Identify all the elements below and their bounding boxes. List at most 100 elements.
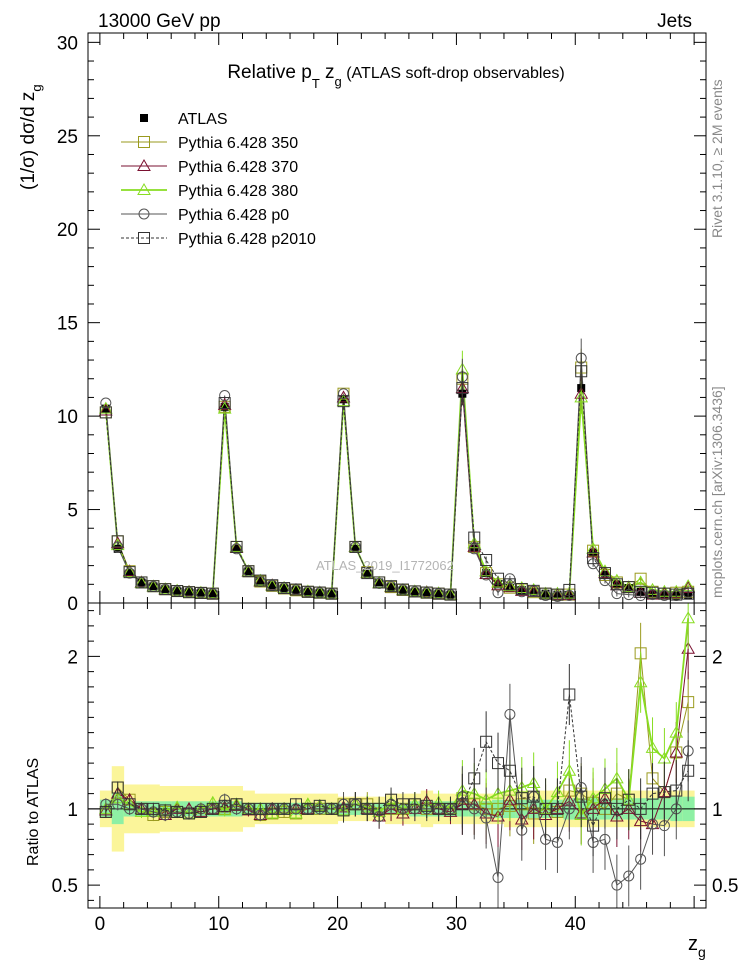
data-point — [208, 589, 217, 598]
ratio-y-tick-label: 1 — [67, 800, 78, 821]
data-point — [303, 587, 312, 596]
mc-point — [159, 583, 172, 596]
ratio-point — [112, 798, 124, 810]
y-tick-label: 25 — [57, 127, 78, 148]
mc-point — [241, 564, 256, 577]
ratio-point — [611, 879, 623, 891]
ratio-point — [432, 802, 445, 815]
ratio-point — [515, 792, 528, 805]
x-tick-label: 40 — [565, 914, 586, 935]
ratio-point — [623, 870, 635, 882]
data-point — [315, 588, 324, 597]
mc-point — [431, 586, 446, 599]
data-point — [256, 576, 265, 585]
ratio-point — [135, 802, 148, 815]
ratio-plot-frame — [87, 602, 707, 909]
rivet-label: Rivet 3.1.10, ≥ 2M events — [709, 79, 725, 238]
ratio-point — [111, 781, 124, 794]
mc-point — [479, 567, 493, 580]
data-point — [268, 581, 277, 590]
mc-point — [396, 583, 409, 596]
ratio-point — [682, 696, 695, 709]
ratio-point — [622, 793, 635, 806]
mc-point — [194, 586, 207, 599]
ratio-point — [159, 804, 172, 817]
mc-point — [420, 586, 433, 599]
legend-marker — [140, 114, 148, 122]
main-series-group — [98, 338, 696, 602]
mc-point — [100, 397, 112, 409]
mc-point — [253, 573, 268, 586]
ratio-y-tick-label-right: 1 — [712, 800, 723, 821]
mc-point — [217, 401, 232, 414]
mc-point — [480, 554, 493, 567]
data-point — [220, 402, 229, 411]
legend-marker — [138, 136, 150, 148]
ratio-point — [361, 802, 374, 815]
mc-point — [526, 582, 541, 595]
mc-point — [575, 365, 588, 378]
mc-point — [586, 541, 600, 554]
y-tick-label: 0 — [67, 594, 78, 615]
legend-label: ATLAS — [178, 111, 228, 128]
mc-point — [539, 587, 552, 600]
ratio-point — [337, 804, 350, 817]
ratio-point — [503, 764, 516, 777]
mc-point — [217, 397, 232, 410]
x-tick-label: 10 — [208, 914, 229, 935]
mc-point — [218, 397, 231, 410]
ratio-point — [634, 802, 647, 815]
ratio-point — [230, 798, 243, 811]
legend-marker — [137, 158, 151, 171]
y-axis-label: (1/σ) dσ/d zg — [18, 84, 44, 190]
mc-point — [194, 585, 208, 598]
data-point — [387, 583, 396, 592]
legend-entry: Pythia 6.428 350 — [121, 135, 298, 152]
mc-point — [360, 565, 375, 578]
ratio-point — [480, 735, 493, 748]
legend-marker — [137, 182, 151, 195]
mc-point — [301, 585, 314, 598]
mc-point — [515, 582, 528, 595]
legend-entry: Pythia 6.428 p0 — [121, 207, 289, 224]
ratio-point — [646, 787, 659, 800]
ratio-series-group — [98, 603, 696, 908]
mc-point — [123, 566, 136, 579]
mc-point — [337, 395, 350, 408]
ratio-point — [682, 764, 695, 777]
mc-point — [219, 390, 231, 402]
mc-point — [634, 585, 647, 598]
ratio-plot-panel: 0.5 0.51 12 20 10 20 30 40 — [52, 602, 738, 935]
legend: ATLAS Pythia 6.428 350 Pythia 6.428 370 Pyt… — [121, 111, 316, 248]
mc-point — [277, 581, 291, 594]
ratio-y-tick-label-right: 0.5 — [712, 876, 738, 897]
data-point — [327, 589, 336, 598]
legend-entry: Pythia 6.428 p2010 — [121, 231, 316, 248]
mc-point — [205, 586, 220, 599]
y-tick-label: 30 — [57, 33, 78, 54]
mc-point — [611, 588, 623, 600]
ratio-point — [99, 805, 112, 818]
ratio-y-tick-label-right: 2 — [712, 647, 723, 668]
mc-point — [361, 567, 374, 580]
ratio-point — [645, 740, 660, 753]
ratio-point — [194, 805, 207, 818]
ratio-point — [396, 798, 409, 811]
mc-point — [551, 588, 564, 601]
mc-point — [456, 382, 469, 395]
x-tick-label: 0 — [95, 914, 106, 935]
mc-point — [230, 540, 243, 553]
ratio-point — [171, 805, 184, 818]
mc-point — [621, 580, 636, 593]
mc-point — [574, 390, 589, 403]
main-plot-panel: 0 5 10 15 20 25 30 — [57, 32, 707, 615]
data-point — [398, 585, 407, 594]
mc-point — [492, 572, 505, 585]
ratio-point — [254, 802, 267, 815]
data-point — [363, 569, 372, 578]
mc-point — [278, 582, 291, 595]
ratio-point — [491, 786, 505, 799]
mc-point — [492, 587, 504, 599]
mc-point — [171, 585, 184, 598]
